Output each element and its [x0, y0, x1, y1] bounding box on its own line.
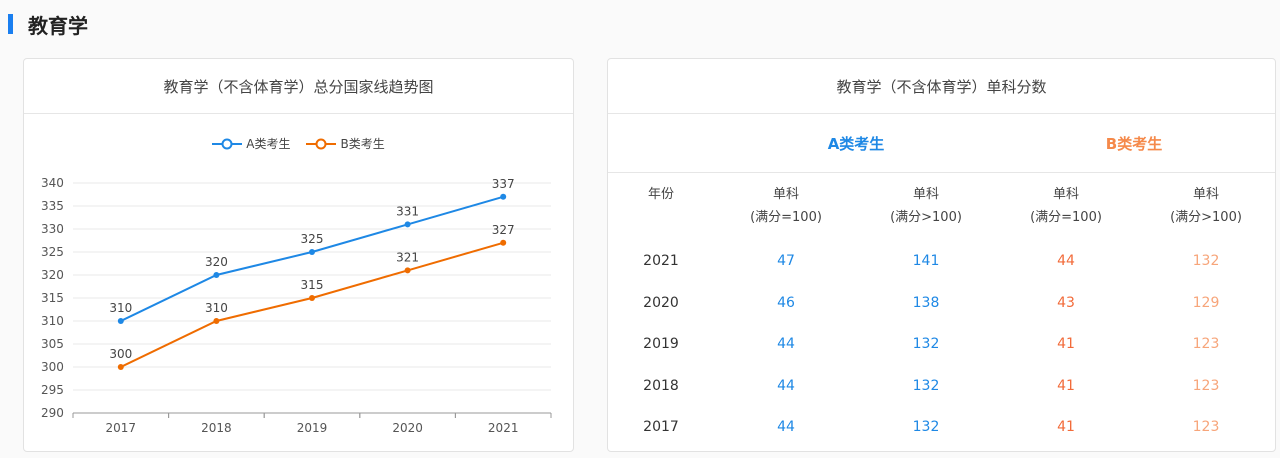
- data-label: 327: [492, 223, 515, 237]
- group-header-row: A类考生 B类考生: [608, 115, 1275, 173]
- data-label: 321: [396, 250, 419, 264]
- row-year: 2017: [643, 419, 679, 435]
- chart-legend: A类考生 B类考生: [24, 135, 573, 152]
- y-tick-label: 325: [41, 245, 64, 259]
- data-label: 325: [301, 232, 324, 246]
- score-table: A类考生 B类考生 年份 单科 (满分=100) 单科 (满分>100) 单科 (满分=10…: [608, 115, 1275, 435]
- score-cell: 44: [777, 336, 795, 352]
- data-point: [213, 272, 220, 278]
- col-header-line2: (满分=100): [1030, 210, 1102, 225]
- col-header-line2: (满分=100): [750, 210, 822, 225]
- data-point: [500, 239, 507, 246]
- x-tick-label: 2017: [106, 421, 137, 435]
- score-cell: 44: [777, 419, 795, 435]
- col-header-line1: 单科: [912, 187, 940, 202]
- score-cell: 132: [1192, 253, 1220, 269]
- col-header-line2: (满分>100): [1170, 210, 1242, 225]
- data-point: [404, 267, 411, 274]
- col-header-line1: 单科: [1192, 187, 1220, 202]
- x-tick-label: 2021: [488, 421, 519, 435]
- score-cell: 141: [912, 253, 940, 269]
- data-point: [117, 318, 124, 324]
- data-label: 320: [205, 255, 228, 269]
- score-cell: 123: [1192, 336, 1220, 352]
- data-point: [117, 364, 124, 370]
- data-point: [404, 221, 411, 228]
- row-year: 2019: [643, 336, 679, 352]
- score-cell: 132: [912, 377, 940, 394]
- score-table-card: 教育学（不含体育学）单科分数 A类考生 B类考生 年份 单科 (满分=100) 单科 (…: [607, 58, 1276, 452]
- score-cell: 44: [777, 377, 795, 394]
- col-header-line1: 单科: [1052, 187, 1080, 202]
- score-cell: 47: [777, 253, 795, 269]
- data-label: 337: [492, 177, 515, 191]
- data-label: 310: [109, 301, 132, 315]
- y-tick-label: 290: [41, 406, 64, 420]
- data-label: 315: [301, 278, 324, 292]
- data-label: 300: [109, 347, 132, 361]
- x-tick-label: 2018: [201, 421, 232, 435]
- y-tick-label: 300: [41, 360, 64, 374]
- x-tick-label: 2020: [392, 421, 423, 435]
- section-accent-bar: [8, 14, 13, 34]
- y-tick-label: 315: [41, 291, 64, 305]
- year-header: 年份: [647, 187, 675, 202]
- score-cell: 44: [1057, 253, 1075, 269]
- y-tick-label: 310: [41, 314, 64, 328]
- score-cell: 129: [1192, 294, 1220, 311]
- score-cell: 132: [912, 419, 940, 435]
- score-cell: 123: [1192, 377, 1220, 394]
- y-tick-label: 295: [41, 383, 64, 397]
- data-label: 331: [396, 204, 419, 218]
- y-tick-label: 335: [41, 199, 64, 213]
- legend-marker-a-icon: [212, 138, 243, 149]
- data-point: [500, 193, 507, 200]
- legend-item-b[interactable]: B类考生: [306, 135, 385, 152]
- legend-item-a[interactable]: A类考生: [212, 135, 290, 152]
- score-cell: 41: [1057, 377, 1075, 394]
- data-label: 310: [205, 301, 228, 315]
- score-cell: 123: [1192, 419, 1220, 435]
- score-cell: 41: [1057, 336, 1075, 352]
- y-tick-label: 340: [41, 176, 64, 190]
- group-a-header: A类考生: [827, 135, 885, 153]
- score-cell: 46: [777, 294, 795, 311]
- score-cell: 138: [912, 294, 940, 311]
- line-chart: 290 295 300 305 310 315 320 325 330 335 340 2017 201…: [41, 176, 552, 435]
- data-point: [309, 249, 315, 255]
- chart-title: 教育学（不含体育学）总分国家线趋势图: [24, 59, 573, 114]
- score-cell: 132: [912, 336, 940, 352]
- col-header-line1: 单科: [772, 187, 800, 202]
- score-cell: 41: [1057, 419, 1075, 435]
- row-year: 2020: [643, 294, 679, 311]
- y-tick-label: 320: [41, 268, 64, 282]
- data-point: [309, 295, 315, 301]
- data-point: [213, 318, 220, 324]
- legend-label-a: A类考生: [246, 137, 291, 151]
- row-year: 2021: [643, 253, 679, 269]
- legend-marker-b-icon: [306, 138, 337, 149]
- y-tick-label: 330: [41, 222, 64, 236]
- legend-label-b: B类考生: [340, 137, 385, 151]
- section-title: 教育学: [28, 14, 88, 38]
- score-cell: 43: [1057, 294, 1075, 311]
- series-line-b: [120, 241, 504, 368]
- table-title: 教育学（不含体育学）单科分数: [608, 59, 1275, 114]
- row-year: 2018: [643, 377, 679, 394]
- x-tick-label: 2019: [297, 421, 328, 435]
- group-b-header: B类考生: [1105, 135, 1163, 153]
- trend-chart-card: 教育学（不含体育学）总分国家线趋势图 A类考生 B类考生 290 295 300 30…: [23, 58, 574, 452]
- col-header-line2: (满分>100): [890, 210, 962, 225]
- y-tick-label: 305: [41, 337, 64, 351]
